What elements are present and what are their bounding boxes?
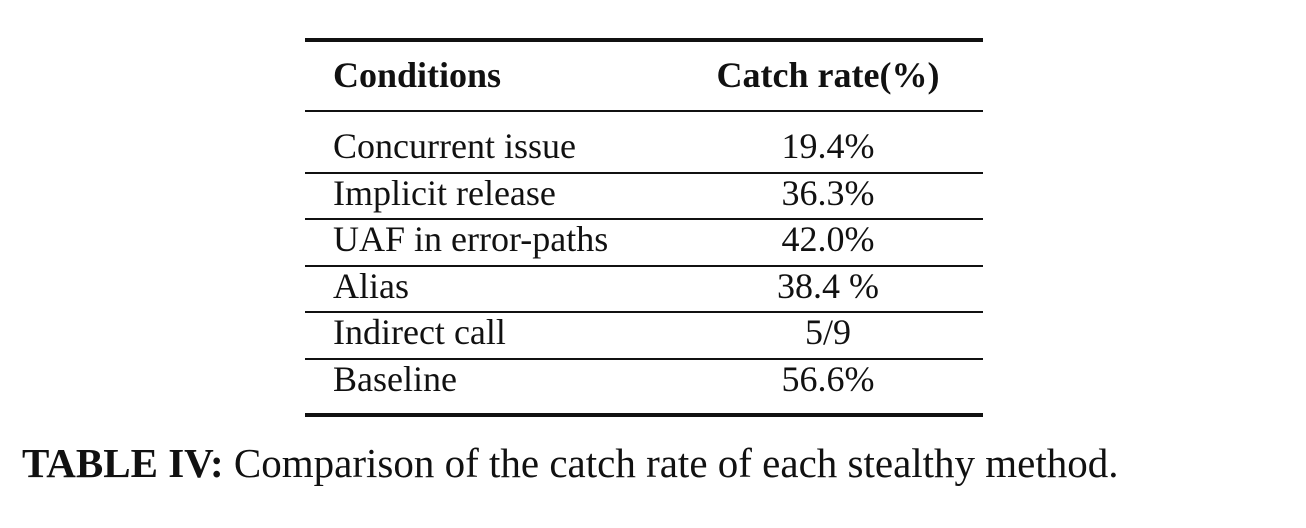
table-cell: UAF in error-paths	[333, 219, 609, 260]
top-rule	[305, 38, 983, 42]
row-rule	[305, 218, 983, 221]
caption-text: Comparison of the catch rate of each ste…	[233, 440, 1119, 486]
table-cell: 36.3%	[781, 172, 875, 213]
caption: TABLE IV: Comparison of the catch rate o…	[22, 440, 1119, 486]
table-cell: Indirect call	[333, 312, 506, 353]
row-rule	[305, 264, 983, 267]
table-cell: Alias	[333, 265, 409, 306]
table-cell: 42.0%	[781, 219, 875, 260]
table-cell: Baseline	[333, 359, 457, 399]
header-cell: Conditions	[333, 55, 502, 95]
header-rule	[305, 110, 983, 112]
table-cell: Implicit release	[333, 172, 556, 213]
row-rule	[305, 311, 983, 314]
table-cell: 5/9	[804, 312, 852, 353]
row-rule	[305, 357, 983, 360]
table-cell: 56.6%	[781, 359, 875, 399]
header-cell: Catch rate(%)	[716, 55, 940, 95]
table-cell: 19.4%	[781, 126, 875, 166]
table-cell: Concurrent issue	[333, 126, 576, 166]
bottom-rule	[305, 413, 983, 417]
table-cell: 38.4 %	[777, 265, 879, 306]
caption-label: TABLE IV:	[22, 440, 224, 486]
row-rule	[305, 171, 983, 174]
